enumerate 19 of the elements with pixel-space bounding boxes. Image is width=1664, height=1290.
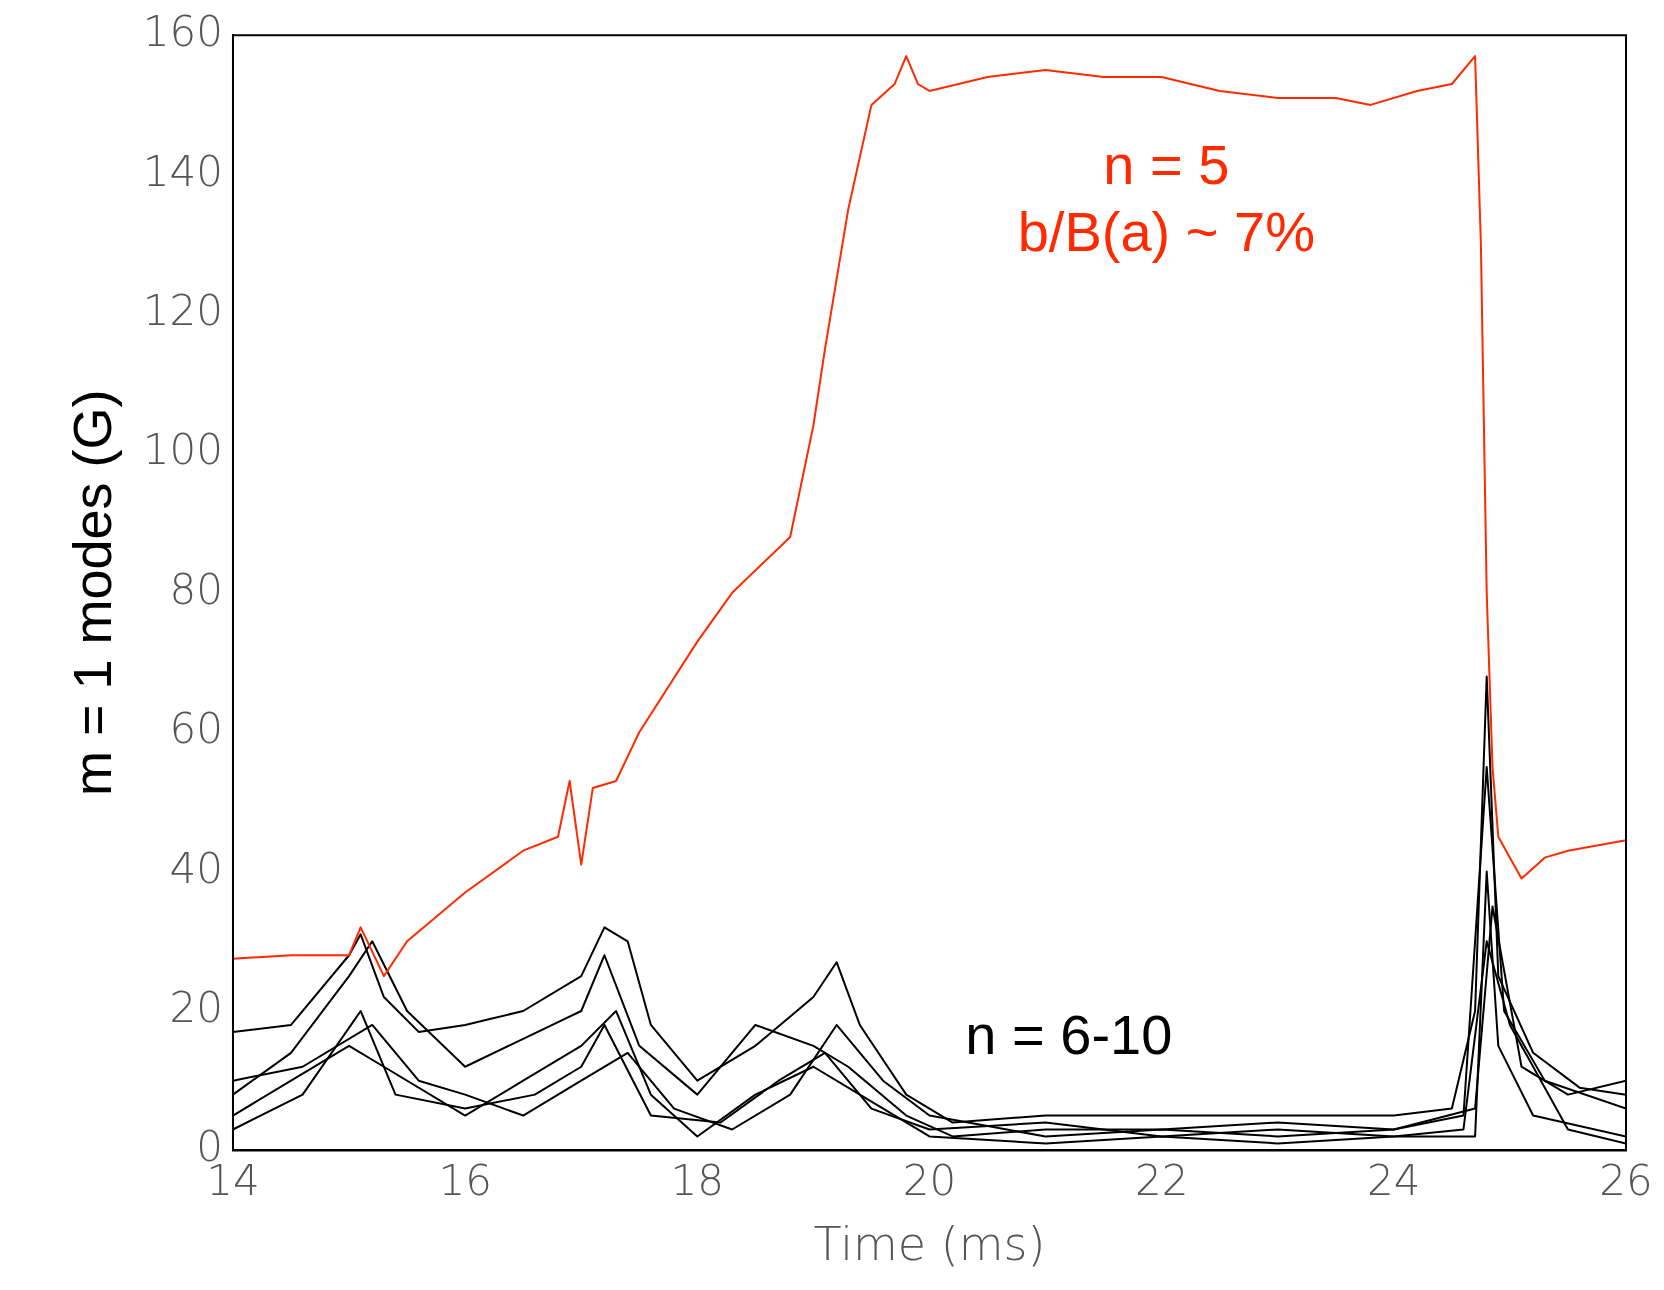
annotation: b/B(a) ~ 7% <box>1017 200 1315 264</box>
x-tick-label: 22 <box>1134 1155 1189 1205</box>
x-tick-label: 18 <box>670 1155 725 1205</box>
y-tick-label: 140 <box>142 146 223 196</box>
y-axis-title: m = 1 modes (G) <box>62 389 123 797</box>
y-tick-label: 100 <box>142 425 223 475</box>
x-tick-label: 26 <box>1599 1155 1653 1205</box>
y-tick-label: 20 <box>169 982 223 1032</box>
x-axis-title: Time (ms) <box>813 1217 1046 1272</box>
annotation: n = 5 <box>1103 133 1230 197</box>
y-tick-label: 120 <box>142 285 223 335</box>
y-tick-label: 160 <box>142 7 223 57</box>
x-tick-label: 24 <box>1367 1155 1421 1205</box>
x-tick-label: 16 <box>438 1155 492 1205</box>
y-tick-label: 60 <box>169 704 223 754</box>
annotation: n = 6-10 <box>965 1003 1173 1067</box>
y-tick-label: 80 <box>169 564 223 614</box>
x-tick-label: 20 <box>902 1155 957 1205</box>
y-tick-label: 40 <box>169 843 223 893</box>
